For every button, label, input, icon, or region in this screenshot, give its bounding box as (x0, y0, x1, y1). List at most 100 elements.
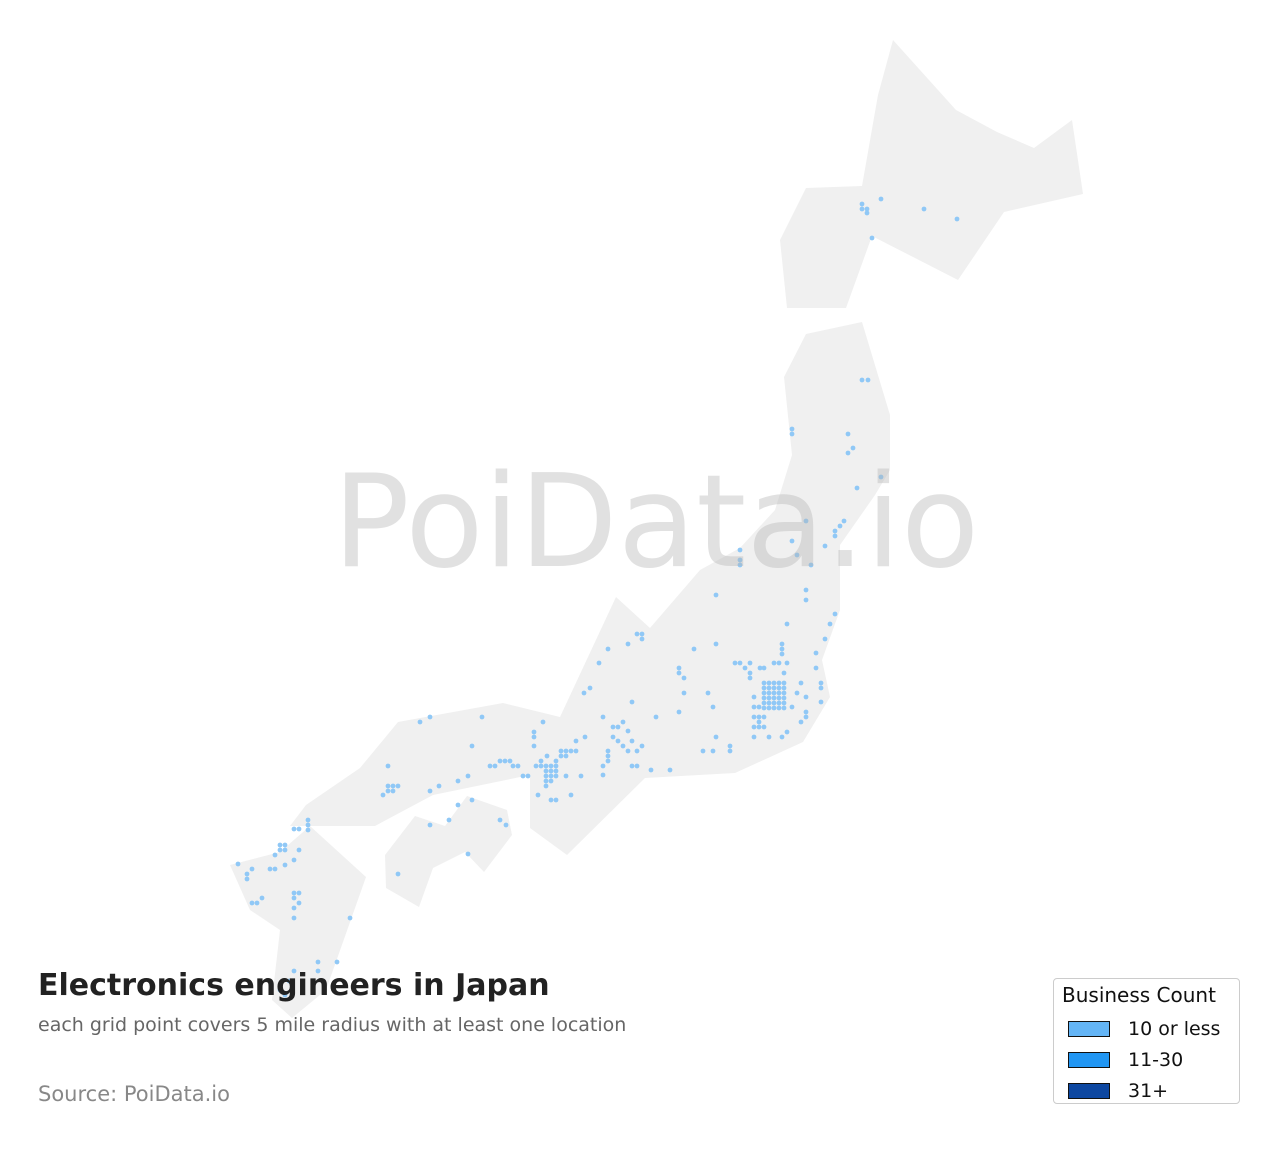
grid-point (582, 734, 588, 740)
grid-point (837, 523, 843, 529)
grid-point (548, 773, 554, 779)
grid-point (525, 773, 531, 779)
grid-point (747, 660, 753, 666)
grid-point (710, 748, 716, 754)
grid-point (605, 748, 611, 754)
grid-point (784, 660, 790, 666)
grid-point (548, 778, 554, 784)
grid-point (737, 547, 743, 553)
grid-point (634, 748, 640, 754)
grid-point (832, 533, 838, 539)
grid-point (832, 528, 838, 534)
grid-point (497, 817, 503, 823)
grid-point (771, 705, 777, 711)
grid-point (648, 767, 654, 773)
grid-point (553, 768, 559, 774)
grid-point (776, 705, 782, 711)
grid-point (761, 700, 767, 706)
grid-point (573, 748, 579, 754)
grid-point (578, 773, 584, 779)
grid-point (469, 797, 475, 803)
grid-point (282, 862, 288, 868)
grid-point (520, 773, 526, 779)
grid-point (510, 763, 516, 769)
grid-point (615, 724, 621, 730)
legend-item: 11-30 (1062, 1044, 1231, 1075)
grid-point (497, 758, 503, 764)
grid-point (533, 763, 539, 769)
grid-point (531, 734, 537, 740)
grid-point (705, 690, 711, 696)
grid-point (667, 767, 673, 773)
grid-point (789, 538, 795, 544)
grid-point (629, 763, 635, 769)
grid-point (305, 817, 311, 823)
legend-item: 10 or less (1062, 1013, 1231, 1044)
grid-point (822, 543, 828, 549)
grid-point (563, 753, 569, 759)
grid-point (713, 734, 719, 740)
grid-point (277, 987, 283, 993)
grid-point (784, 621, 790, 627)
grid-point (385, 783, 391, 789)
grid-point (776, 685, 782, 691)
grid-point (776, 680, 782, 686)
grid-point (691, 646, 697, 652)
grid-point (781, 670, 787, 676)
grid-point (818, 699, 824, 705)
grid-point (625, 748, 631, 754)
grid-point (700, 748, 706, 754)
grid-point (291, 826, 297, 832)
legend-swatch (1068, 1082, 1110, 1099)
grid-point (254, 900, 260, 906)
grid-point (455, 778, 461, 784)
grid-point (465, 773, 471, 779)
grid-point (732, 660, 738, 666)
grid-point (771, 685, 777, 691)
grid-point (921, 206, 927, 212)
grid-point (751, 724, 757, 730)
grid-point (766, 734, 772, 740)
grid-point (600, 714, 606, 720)
grid-point (798, 680, 804, 686)
grid-point (727, 743, 733, 749)
grid-point (563, 748, 569, 754)
grid-point (742, 665, 748, 671)
grid-point (315, 959, 321, 965)
grid-point (864, 210, 870, 216)
grid-point (515, 763, 521, 769)
grid-point (751, 704, 757, 710)
grid-point (747, 675, 753, 681)
grid-point (859, 201, 865, 207)
grid-point (784, 729, 790, 735)
grid-point (558, 753, 564, 759)
grid-point (737, 562, 743, 568)
grid-point (676, 670, 682, 676)
grid-point (244, 876, 250, 882)
grid-point (596, 660, 602, 666)
grid-point (380, 792, 386, 798)
grid-point (878, 474, 884, 480)
grid-point (803, 714, 809, 720)
grid-point (563, 773, 569, 779)
legend-label: 31+ (1128, 1079, 1169, 1102)
grid-point (864, 206, 870, 212)
grid-point (756, 719, 762, 725)
grid-point (543, 783, 549, 789)
grid-point (751, 694, 757, 700)
grid-point (465, 851, 471, 857)
grid-point (291, 915, 297, 921)
grid-point (427, 788, 433, 794)
grid-point (634, 763, 640, 769)
grid-point (761, 695, 767, 701)
grid-point (779, 734, 785, 740)
grid-point (625, 728, 631, 734)
legend-swatch (1068, 1020, 1110, 1037)
grid-point (713, 592, 719, 598)
grid-point (600, 763, 606, 769)
grid-point (296, 826, 302, 832)
grid-point (761, 705, 767, 711)
grid-point (803, 709, 809, 715)
grid-point (548, 768, 554, 774)
legend-title: Business Count (1062, 983, 1216, 1007)
